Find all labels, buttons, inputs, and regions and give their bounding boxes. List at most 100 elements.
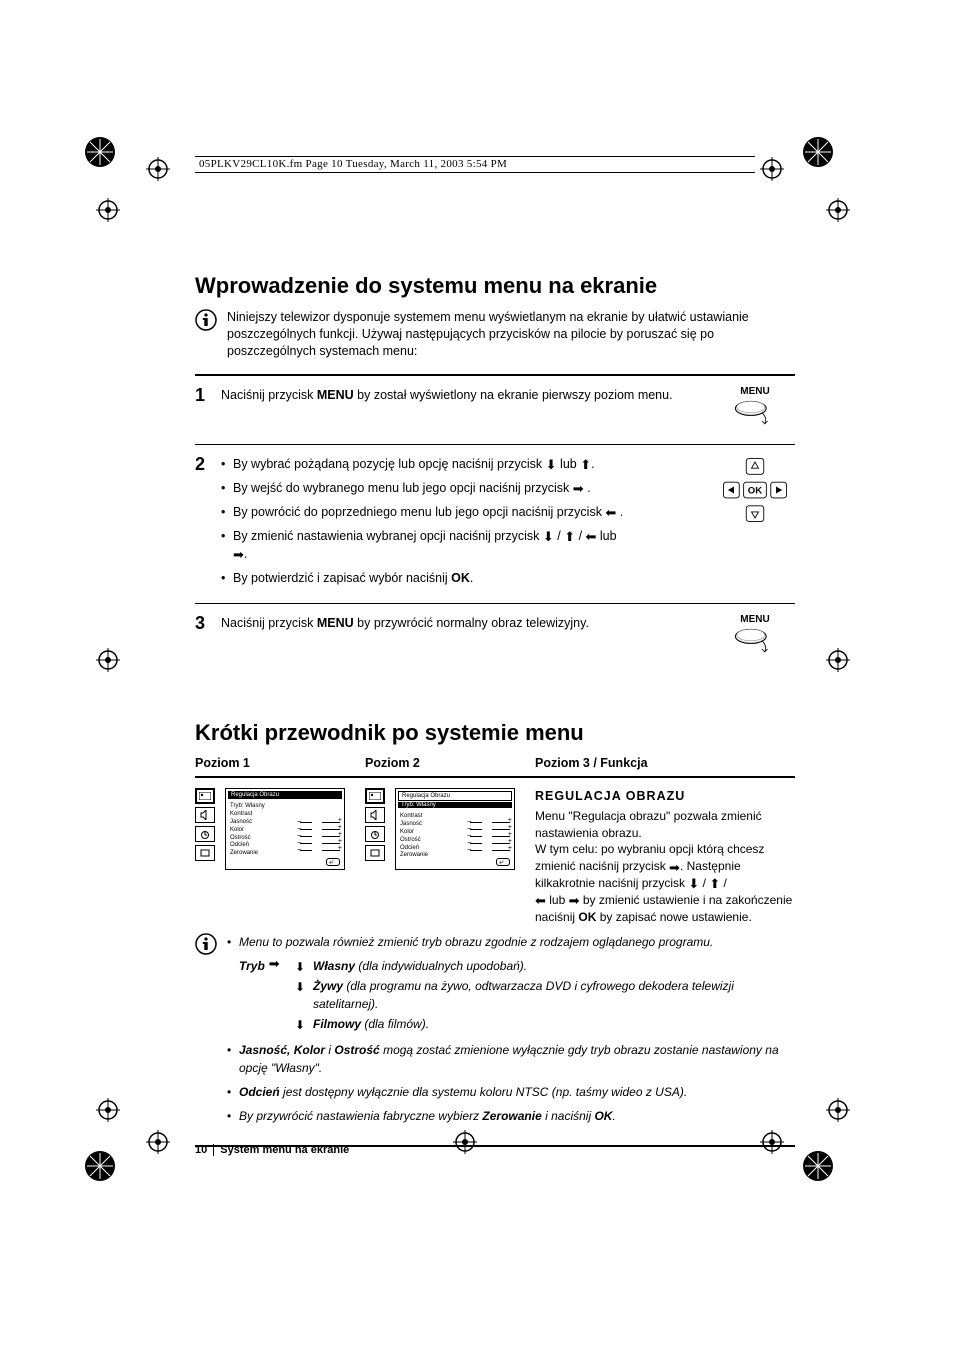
osd-highlight-item: Tryb: Własny — [398, 802, 512, 808]
arrow-right-icon: ➡ — [233, 548, 244, 561]
step2-bullet-2: By wejść do wybranego menu lub jego opcj… — [221, 479, 707, 497]
section1-title: Wprowadzenie do systemu menu na ekranie — [195, 273, 795, 299]
step-1-side: MENU — [715, 386, 795, 434]
notes-block: Menu to pozwala również zmienić tryb obr… — [227, 933, 795, 1131]
t: Filmowy — [313, 1017, 361, 1031]
t: Własny — [313, 959, 355, 973]
menu-label: MENU — [715, 614, 795, 625]
arrow-down-icon: ⬇ — [295, 978, 305, 996]
crosshair-icon — [96, 648, 120, 672]
osd-tab-sound-icon — [195, 807, 215, 823]
menu-button-icon — [715, 625, 795, 662]
osd-return-icon — [326, 858, 340, 866]
t: Zerowanie — [482, 1109, 541, 1123]
divider — [195, 776, 795, 778]
osd-tab-picture-icon — [365, 788, 385, 804]
page-content: 05PLKV29CL10K.fm Page 10 Tuesday, March … — [195, 156, 795, 1156]
t: OK — [594, 1109, 612, 1123]
osd-tab-setup-icon — [365, 845, 385, 861]
t: lub — [596, 529, 616, 543]
osd-item: Zerowanie — [230, 850, 265, 858]
note-1: Menu to pozwala również zmienić tryb obr… — [227, 933, 795, 951]
tryb-opt-filmowy: ⬇ Filmowy (dla filmów). — [295, 1015, 795, 1033]
osd-item: Kontrast — [230, 811, 265, 819]
osd-item: Odcień — [230, 842, 265, 850]
step-3-body: Naciśnij przycisk MENU by przywrócić nor… — [221, 614, 707, 662]
tryb-opt-wlasny: ⬇Własny (dla indywidualnych upodobań). — [295, 957, 795, 975]
osd-title: Regulacja Obrazu — [398, 791, 512, 801]
divider — [195, 603, 795, 604]
col-poziom2: Poziom 2 — [365, 756, 515, 770]
tryb-opt-zywy: ⬇Żywy (dla programu na żywo, odtwarzacza… — [295, 977, 795, 1013]
t: lub — [557, 457, 581, 471]
t: i — [325, 1043, 334, 1057]
step2-bullet-5: By potwierdzić i zapisać wybór naciśnij … — [221, 569, 707, 587]
reg-mark-br — [802, 1150, 834, 1182]
osd-item: Kolor — [400, 829, 428, 837]
t: / — [575, 529, 585, 543]
col-poziom1: Poziom 1 — [195, 756, 345, 770]
step1-post: by został wyświetlony na ekranie pierwsz… — [354, 388, 673, 402]
osd-level2: Regulacja Obrazu Tryb: Własny Kontrast J… — [365, 788, 515, 878]
step-num-1: 1 — [195, 386, 213, 434]
osd-title: Regulacja Obrazu — [228, 791, 342, 799]
t: / — [699, 876, 709, 890]
arrow-left-icon: ⬅ — [586, 530, 597, 543]
guide-column-headers: Poziom 1 Poziom 2 Poziom 3 / Funkcja — [195, 756, 795, 770]
reg-mark-tl — [84, 136, 116, 168]
t: . — [470, 571, 473, 585]
func-title: REGULACJA OBRAZU — [535, 788, 795, 806]
t: / — [720, 876, 727, 890]
crosshair-icon — [146, 1130, 170, 1154]
t: By wybrać pożądaną pozycję lub opcję nac… — [233, 457, 546, 471]
arrow-down-icon: ⬇ — [543, 530, 554, 543]
footer-section: System menu na ekranie — [220, 1144, 349, 1156]
osd-sliders: −+ −+ −+ −+ −+ — [470, 811, 510, 854]
t: lub — [546, 893, 569, 907]
step-num-2: 2 — [195, 455, 213, 594]
step-num-3: 3 — [195, 614, 213, 662]
guide-body: Regulacja Obrazu Tryb: Własny Kontrast J… — [195, 788, 795, 925]
t: Odcień — [239, 1085, 280, 1099]
note-4: By przywrócić nastawienia fabryczne wybi… — [227, 1107, 795, 1125]
t: . — [584, 481, 591, 495]
osd-item: Kontrast — [400, 813, 428, 821]
step2-bullet-3: By powrócić do poprzedniego menu lub jeg… — [221, 503, 707, 521]
t: By powrócić do poprzedniego menu lub jeg… — [233, 505, 605, 519]
col-poziom3: Poziom 3 / Funkcja — [535, 756, 795, 770]
t: (dla filmów). — [361, 1017, 429, 1031]
osd-item: Ostrość — [400, 837, 428, 845]
arrow-down-icon: ⬇ — [295, 1016, 305, 1034]
step-2: 2 By wybrać pożądaną pozycję lub opcję n… — [195, 455, 795, 594]
t: Naciśnij przycisk — [221, 616, 317, 630]
arrow-down-icon: ⬇ — [295, 958, 305, 976]
t: . — [616, 505, 623, 519]
arrow-down-icon: ⬇ — [546, 458, 557, 471]
osd-tab-setup-icon — [195, 845, 215, 861]
osd-items: Kontrast Jasność Kolor Ostrość Odcień Ze… — [400, 813, 428, 860]
osd-item: Ostrość — [230, 835, 265, 843]
arrow-up-icon: ⬆ — [709, 877, 720, 890]
t: By wejść do wybranego menu lub jego opcj… — [233, 481, 573, 495]
t: Ostrość — [334, 1043, 379, 1057]
osd-item: Tryb: Własny — [230, 803, 265, 811]
osd-item: Kolor — [230, 827, 265, 835]
osd-return-icon — [496, 858, 510, 866]
arrow-up-icon: ⬆ — [580, 458, 591, 471]
t: OK — [451, 571, 470, 585]
arrow-left-icon: ⬅ — [535, 894, 546, 907]
t: Żywy — [313, 979, 343, 993]
t: By zmienić nastawienia wybranej opcji na… — [233, 529, 543, 543]
osd-tab-timer-icon — [365, 826, 385, 842]
arrow-right-icon: ➡ — [569, 894, 580, 907]
osd-item: Jasność — [230, 819, 265, 827]
tryb-label: Tryb ➡ — [239, 957, 287, 1035]
arrow-right-icon: ➡ — [269, 957, 280, 970]
info-icon — [195, 309, 217, 331]
note-2: Jasność, Kolor i Ostrość mogą zostać zmi… — [227, 1041, 795, 1077]
osd-tab-sound-icon — [365, 807, 385, 823]
divider — [195, 374, 795, 376]
step-3: 3 Naciśnij przycisk MENU by przywrócić n… — [195, 614, 795, 662]
step2-bullet-1: By wybrać pożądaną pozycję lub opcję nac… — [221, 455, 707, 473]
t: jest dostępny wyłącznie dla systemu kolo… — [280, 1085, 687, 1099]
